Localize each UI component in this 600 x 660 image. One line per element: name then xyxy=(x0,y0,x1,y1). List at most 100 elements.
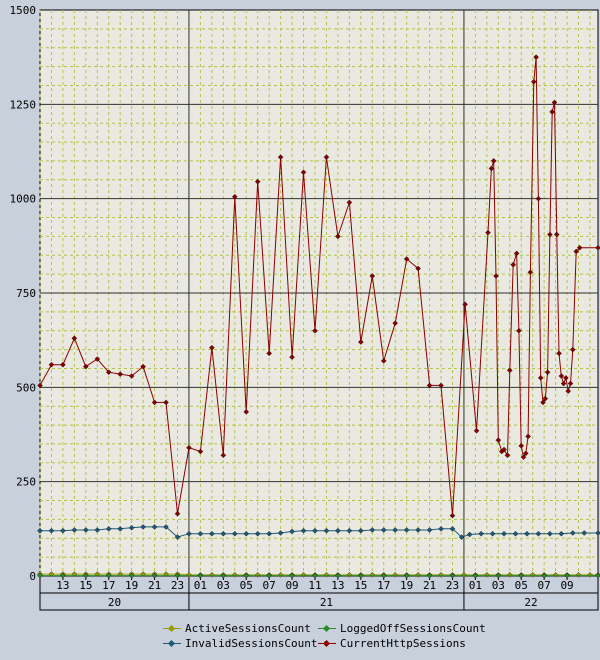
y-tick-label: 1250 xyxy=(10,98,37,111)
data-point xyxy=(323,527,330,534)
data-point xyxy=(403,572,410,579)
data-point xyxy=(525,433,531,440)
data-point xyxy=(415,265,421,272)
data-point xyxy=(449,572,456,579)
x-tick-label: 07 xyxy=(263,579,276,592)
x-tick-label: 19 xyxy=(125,579,138,592)
data-point xyxy=(174,572,181,579)
data-point xyxy=(186,572,192,578)
data-point xyxy=(254,530,261,537)
data-point xyxy=(60,572,66,579)
x-axis: 13 15 17 19 21 23 01 03 05 07 09 11 13 15 17 19 21 23 01 03… xyxy=(39,575,599,611)
data-point xyxy=(197,572,204,579)
x-tick-label: 17 xyxy=(377,579,390,592)
data-point xyxy=(501,530,507,537)
data-point xyxy=(570,346,576,353)
x-day-label: 22 xyxy=(524,596,537,609)
data-point xyxy=(186,444,192,451)
data-point xyxy=(277,530,284,536)
data-point xyxy=(537,375,544,381)
legend-swatch-current-icon xyxy=(318,639,336,649)
data-point xyxy=(478,530,484,537)
data-point xyxy=(518,443,525,449)
x-tick-label: 01 xyxy=(469,579,482,592)
data-point xyxy=(220,452,227,459)
data-point xyxy=(524,530,530,537)
data-point xyxy=(392,320,398,326)
data-point xyxy=(552,572,559,578)
data-point xyxy=(209,344,215,351)
data-point xyxy=(516,327,522,334)
x-tick-label: 05 xyxy=(515,579,528,592)
series-layer xyxy=(37,54,600,579)
data-point xyxy=(37,382,43,389)
data-point xyxy=(151,572,158,579)
data-point xyxy=(560,380,567,387)
data-point xyxy=(300,169,307,176)
x-tick-label: 21 xyxy=(423,579,436,592)
data-point xyxy=(531,78,537,85)
data-point xyxy=(510,261,516,268)
data-point xyxy=(300,527,307,534)
data-point xyxy=(243,572,250,579)
data-point xyxy=(289,572,295,579)
data-point xyxy=(438,572,444,578)
y-tick-label: 500 xyxy=(16,381,36,394)
data-point xyxy=(209,530,215,537)
data-point xyxy=(541,572,547,579)
data-point xyxy=(346,572,353,578)
data-point xyxy=(489,530,496,537)
data-point xyxy=(266,350,272,357)
x-tick-label: 13 xyxy=(331,579,344,592)
data-point xyxy=(243,409,250,415)
data-point xyxy=(128,524,135,531)
data-point xyxy=(553,231,560,238)
legend-label-active: ActiveSessionsCount xyxy=(185,622,311,635)
data-point xyxy=(243,530,250,537)
data-point xyxy=(426,527,433,533)
data-point xyxy=(462,301,468,308)
data-point xyxy=(573,248,580,255)
data-point xyxy=(558,373,565,379)
data-point xyxy=(289,528,295,535)
data-point xyxy=(533,54,539,60)
data-point xyxy=(587,572,593,578)
data-point xyxy=(232,193,238,200)
data-point xyxy=(117,526,123,532)
data-point xyxy=(529,572,536,578)
legend-label-loggedoff: LoggedOffSessionsCount xyxy=(340,622,486,635)
data-point xyxy=(312,327,318,334)
data-point xyxy=(323,154,330,160)
data-point xyxy=(117,371,123,377)
data-point xyxy=(472,572,479,579)
x-tick-label: 21 xyxy=(148,579,161,592)
y-tick-label: 1000 xyxy=(10,193,37,206)
data-point xyxy=(564,572,570,579)
data-point xyxy=(380,527,387,533)
data-point xyxy=(300,572,307,578)
y-tick-label: 250 xyxy=(16,476,36,489)
x-tick-label: 13 xyxy=(56,579,69,592)
x-tick-label: 03 xyxy=(492,579,505,592)
data-point xyxy=(380,572,387,579)
legend: ActiveSessionsCount LoggedOffSessionsCou… xyxy=(0,620,600,660)
data-point xyxy=(490,158,497,164)
data-point xyxy=(556,350,562,357)
data-point xyxy=(438,382,444,389)
data-point xyxy=(335,527,341,534)
data-point xyxy=(151,524,158,530)
data-point xyxy=(197,530,204,537)
x-tick-label: 09 xyxy=(285,579,298,592)
data-point xyxy=(335,572,341,579)
data-point xyxy=(48,361,55,368)
legend-item-current: CurrentHttpSessions xyxy=(318,637,466,650)
data-point xyxy=(358,572,364,579)
data-point xyxy=(488,165,495,172)
data-point xyxy=(518,572,525,579)
data-point xyxy=(37,572,43,579)
data-point xyxy=(520,454,527,460)
legend-item-active: ActiveSessionsCount xyxy=(163,622,311,635)
data-point xyxy=(392,572,398,578)
x-day-label: 20 xyxy=(108,596,121,609)
data-point xyxy=(506,367,513,374)
